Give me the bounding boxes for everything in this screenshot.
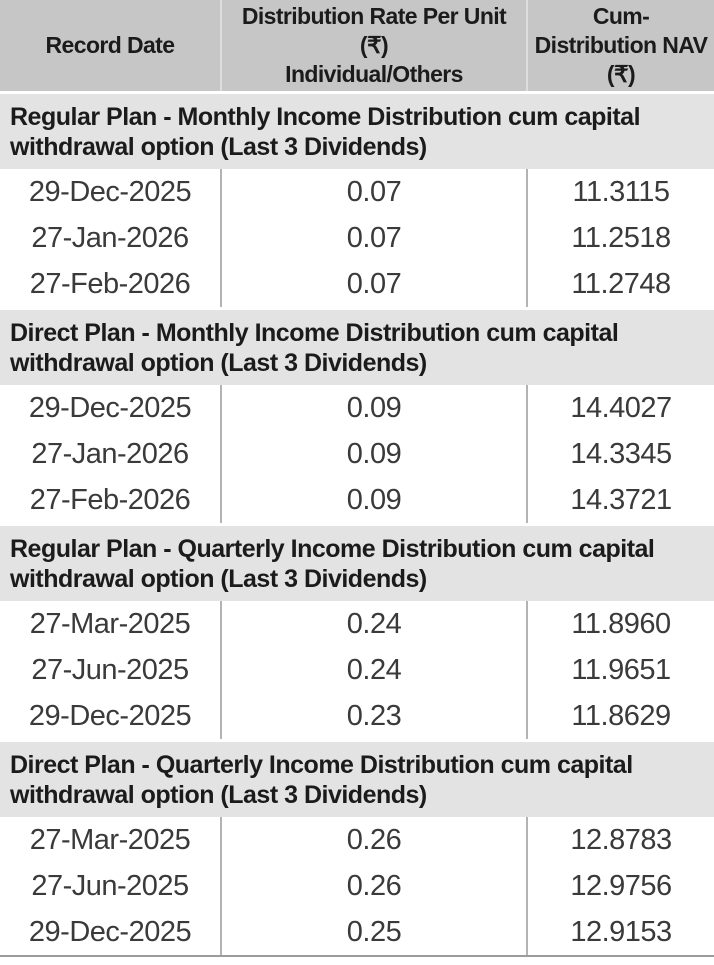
table-row: 27-Jun-2025 0.24 11.9651 <box>0 647 714 693</box>
cell-cum-distribution-nav: 11.8960 <box>571 607 671 640</box>
cell-distribution-rate: 0.25 <box>222 909 528 955</box>
table-row: 27-Feb-2026 0.09 14.3721 <box>0 477 714 523</box>
table-row: 29-Dec-2025 0.25 12.9153 <box>0 909 714 955</box>
section-title: Direct Plan - Monthly Income Distributio… <box>0 310 714 385</box>
cell-distribution-rate: 0.07 <box>222 169 528 215</box>
cell-distribution-rate: 0.23 <box>222 693 528 739</box>
cell-record-date: 27-Mar-2025 <box>0 817 222 863</box>
table-row: 27-Mar-2025 0.24 11.8960 <box>0 601 714 647</box>
section-title: Direct Plan - Quarterly Income Distribut… <box>0 742 714 817</box>
header-record-date: Record Date <box>0 0 222 91</box>
cell-cum-distribution-nav: 12.8783 <box>570 823 672 856</box>
cell-distribution-rate: 0.09 <box>222 385 528 431</box>
cell-record-date: 27-Feb-2026 <box>0 261 222 307</box>
table-row: 27-Feb-2026 0.07 11.2748 <box>0 261 714 307</box>
cell-record-date: 29-Dec-2025 <box>0 385 222 431</box>
cell-cum-distribution-nav: 11.2518 <box>571 221 671 254</box>
cell-cum-distribution-nav: 14.4027 <box>570 391 672 424</box>
cell-cum-distribution-nav: 14.3345 <box>570 437 672 470</box>
cell-cum-distribution-nav: 14.3721 <box>570 483 672 516</box>
cell-cum-distribution-nav: 11.3115 <box>572 175 670 208</box>
table-row: 29-Dec-2025 0.07 11.3115 <box>0 169 714 215</box>
cell-distribution-rate: 0.09 <box>222 431 528 477</box>
cell-record-date: 27-Jun-2025 <box>0 647 222 693</box>
cell-distribution-rate: 0.24 <box>222 601 528 647</box>
cell-distribution-rate: 0.24 <box>222 647 528 693</box>
cell-record-date: 29-Dec-2025 <box>0 909 222 955</box>
header-nav-label: Cum-Distribution NAV (₹) <box>534 3 708 87</box>
cell-record-date: 29-Dec-2025 <box>0 693 222 739</box>
header-record-date-label: Record Date <box>45 32 175 59</box>
header-rate-line2: Individual/Others <box>285 60 463 87</box>
table-row: 27-Jan-2026 0.07 11.2518 <box>0 215 714 261</box>
header-cum-distribution-nav: Cum-Distribution NAV (₹) <box>528 0 714 91</box>
cell-cum-distribution-nav: 11.9651 <box>571 653 671 686</box>
section-title: Regular Plan - Quarterly Income Distribu… <box>0 526 714 601</box>
cell-record-date: 27-Feb-2026 <box>0 477 222 523</box>
header-rate-line1: Distribution Rate Per Unit (₹) <box>241 3 507 59</box>
cell-distribution-rate: 0.26 <box>222 863 528 909</box>
cell-record-date: 27-Jan-2026 <box>0 431 222 477</box>
table-row: 27-Mar-2025 0.26 12.8783 <box>0 817 714 863</box>
cell-distribution-rate: 0.07 <box>222 261 528 307</box>
cell-record-date: 27-Jan-2026 <box>0 215 222 261</box>
header-distribution-rate: Distribution Rate Per Unit (₹) Individua… <box>222 0 528 91</box>
table-body: Regular Plan - Monthly Income Distributi… <box>0 94 714 955</box>
cell-record-date: 29-Dec-2025 <box>0 169 222 215</box>
cell-distribution-rate: 0.09 <box>222 477 528 523</box>
cell-distribution-rate: 0.26 <box>222 817 528 863</box>
section-title: Regular Plan - Monthly Income Distributi… <box>0 94 714 169</box>
table-row: 27-Jan-2026 0.09 14.3345 <box>0 431 714 477</box>
cell-cum-distribution-nav: 11.2748 <box>571 267 671 300</box>
cell-record-date: 27-Mar-2025 <box>0 601 222 647</box>
table-header-row: Record Date Distribution Rate Per Unit (… <box>0 0 714 91</box>
cell-record-date: 27-Jun-2025 <box>0 863 222 909</box>
table-row: 29-Dec-2025 0.09 14.4027 <box>0 385 714 431</box>
cell-cum-distribution-nav: 11.8629 <box>571 699 671 732</box>
cell-distribution-rate: 0.07 <box>222 215 528 261</box>
table-row: 29-Dec-2025 0.23 11.8629 <box>0 693 714 739</box>
cell-cum-distribution-nav: 12.9756 <box>570 869 672 902</box>
table-row: 27-Jun-2025 0.26 12.9756 <box>0 863 714 909</box>
cell-cum-distribution-nav: 12.9153 <box>570 915 672 948</box>
